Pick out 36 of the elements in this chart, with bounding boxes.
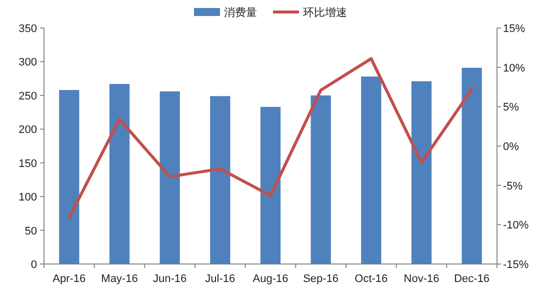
legend-label: 消费量 xyxy=(224,6,257,19)
y-tick-label: 0 xyxy=(30,259,37,271)
y-tick-label: 250 xyxy=(18,90,37,102)
bar xyxy=(462,68,482,264)
y2-tick-label: 0% xyxy=(503,141,520,153)
bar xyxy=(160,91,180,264)
y-tick-label: 300 xyxy=(18,56,37,69)
y2-tick-label: 5% xyxy=(503,102,520,114)
x-tick-label: Apr-16 xyxy=(52,273,86,285)
y-tick-label: 200 xyxy=(18,124,37,136)
y2-tick-label: -15% xyxy=(503,259,529,271)
y2-tick-label: 15% xyxy=(503,23,526,35)
line-series xyxy=(68,57,474,220)
bar xyxy=(210,96,230,264)
legend-label: 环比增速 xyxy=(303,6,347,19)
x-tick-label: Oct-16 xyxy=(354,273,388,285)
y2-tick-label: -5% xyxy=(503,180,523,192)
bar xyxy=(109,84,130,264)
y2-tick-label: 10% xyxy=(503,62,526,74)
bar xyxy=(361,76,382,264)
bar xyxy=(310,95,331,264)
x-tick-label: Nov-16 xyxy=(404,273,440,285)
x-tick-label: Aug-16 xyxy=(252,273,288,285)
x-tick-label: Jun-16 xyxy=(153,273,187,285)
x-tick-label: May-16 xyxy=(101,273,138,285)
x-tick-label: Jul-16 xyxy=(205,273,236,285)
bar xyxy=(59,90,80,264)
x-tick-label: Sep-16 xyxy=(303,273,339,285)
y2-tick-label: -10% xyxy=(503,220,529,232)
x-tick-label: Dec-16 xyxy=(454,273,490,285)
y-tick-label: 350 xyxy=(18,23,37,35)
y-tick-label: 150 xyxy=(18,158,37,170)
bar xyxy=(260,106,281,264)
y-tick-label: 50 xyxy=(24,225,37,238)
y-tick-label: 100 xyxy=(18,192,37,204)
bar xyxy=(411,81,432,264)
